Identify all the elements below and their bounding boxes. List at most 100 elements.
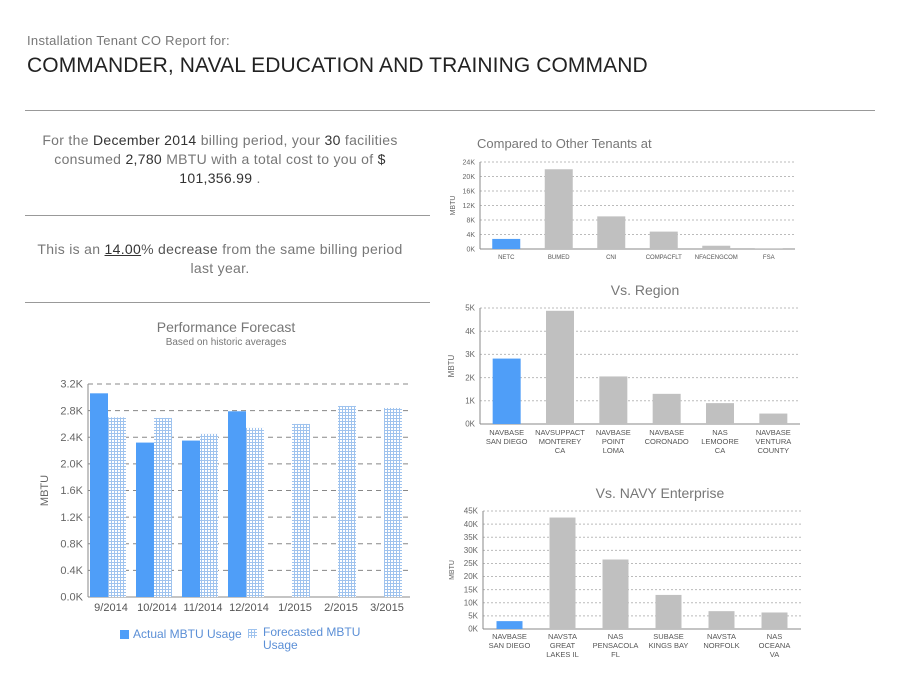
y-tick-label: 0K [468,625,478,634]
tenants-chart-title: Compared to Other Tenants at [477,136,652,151]
change-direction: % decrease [141,241,219,257]
x-tick-label: PENSACOLA [593,641,639,650]
summary-text: from the same billing period last year. [190,241,403,276]
x-tick-label: SAN DIEGO [489,641,531,650]
x-tick-label: VA [770,650,779,659]
y-tick-label: 1.6K [60,485,83,497]
bar-forecast [384,407,402,597]
x-tick-label: FL [611,650,620,659]
x-tick-label: SUBASE [653,632,683,641]
summary-text: MBTU with a total cost to you of [162,151,378,167]
x-tick-label: GREAT [550,641,576,650]
y-tick-label: 10K [464,598,479,607]
legend-item-actual: Actual MBTU Usage [120,627,242,641]
y-tick-label: 15K [464,585,479,594]
x-tick-label: LOMA [603,446,624,455]
y-tick-label: 20K [464,572,479,581]
navy-chart-title: Vs. NAVY Enterprise [595,485,725,501]
x-tick-label: NAVBASE [756,428,791,437]
yoy-summary: This is an 14.00% decrease from the same… [30,240,410,278]
x-tick-label: 10/2014 [137,602,177,614]
y-tick-label: 0.0K [60,592,83,604]
x-tick-label: POINT [602,437,625,446]
bar [544,169,573,249]
y-tick-label: 25K [464,559,479,568]
y-tick-label: 4K [466,232,475,239]
bar [549,517,576,629]
x-tick-label: LEMOORE [701,437,739,446]
bar-forecast [246,427,264,597]
bar [649,231,678,249]
bar-actual [136,442,154,597]
y-axis-title: MBTU [450,196,457,216]
y-tick-label: 20K [463,174,476,181]
y-tick-label: 5K [468,612,478,621]
x-tick-label: CA [555,446,565,455]
bar [761,612,788,629]
x-tick-label: NAVBASE [489,428,524,437]
total-cost: $ 101,356.99 [179,151,386,186]
report-subtitle: Installation Tenant CO Report for: [27,33,230,48]
x-tick-label: NAS [767,632,782,641]
bar-forecast [154,417,172,597]
x-tick-label: MONTEREY [539,437,582,446]
y-tick-label: 0.4K [60,565,83,577]
x-tick-label: COMPACFLT [646,255,682,261]
x-tick-label: FSA [763,255,775,261]
billing-summary: For the December 2014 billing period, yo… [30,131,410,188]
y-tick-label: 0.8K [60,538,83,550]
x-tick-label: LAKES IL [546,650,579,659]
forecast-legend: Actual MBTU Usage [120,627,242,641]
x-tick-label: NAS [608,632,623,641]
x-tick-label: NAVSTA [707,632,736,641]
legend-label-actual: Actual MBTU Usage [133,627,242,641]
bar [602,559,629,629]
bar-forecast [338,405,356,597]
x-tick-label: NAVSTA [548,632,577,641]
x-tick-label: COUNTY [757,446,789,455]
bar [706,403,734,424]
x-tick-label: NAVBASE [596,428,631,437]
x-tick-label: NAVSUPPACT [535,428,585,437]
y-tick-label: 24K [463,159,476,166]
y-axis-title: MBTU [449,560,456,580]
bar [708,611,735,629]
bar [655,594,682,629]
y-tick-label: 4K [465,327,475,336]
y-axis-title: MBTU [39,475,51,506]
bar [546,310,574,424]
bar [702,245,731,249]
legend-swatch-actual [120,630,129,640]
y-tick-label: 5K [465,304,475,313]
bar [492,238,521,249]
x-tick-label: BUMED [548,255,570,261]
x-tick-label: 12/2014 [229,602,269,614]
bar-forecast [292,423,310,597]
legend-label-forecast: Forecasted MBTU Usage [263,625,361,652]
bar-actual [228,411,246,597]
x-tick-label: 3/2015 [370,602,404,614]
y-tick-label: 0K [465,420,475,429]
facility-count: 30 [324,132,341,148]
x-tick-label: NORFOLK [703,641,739,650]
mbtu-consumed: 2,780 [125,151,162,167]
summary-divider [25,215,430,216]
bar [759,413,788,424]
y-tick-label: 40K [464,520,479,529]
header-divider [25,110,875,111]
bar [754,248,783,249]
bar [599,376,628,424]
y-tick-label: 8K [466,217,475,224]
navy-chart: 0K5K10K15K20K25K30K35K40K45KMBTUNAVBASES… [449,507,801,659]
forecast-divider [25,302,430,303]
y-tick-label: 3.2K [60,379,83,391]
summary-text: For the [42,132,93,148]
y-tick-label: 3K [465,350,475,359]
y-tick-label: 2K [465,373,475,382]
x-tick-label: 2/2015 [324,602,358,614]
x-tick-label: NAVBASE [649,428,684,437]
bar [652,393,681,424]
x-tick-label: CORONADO [645,437,689,446]
x-tick-label: 9/2014 [94,602,128,614]
